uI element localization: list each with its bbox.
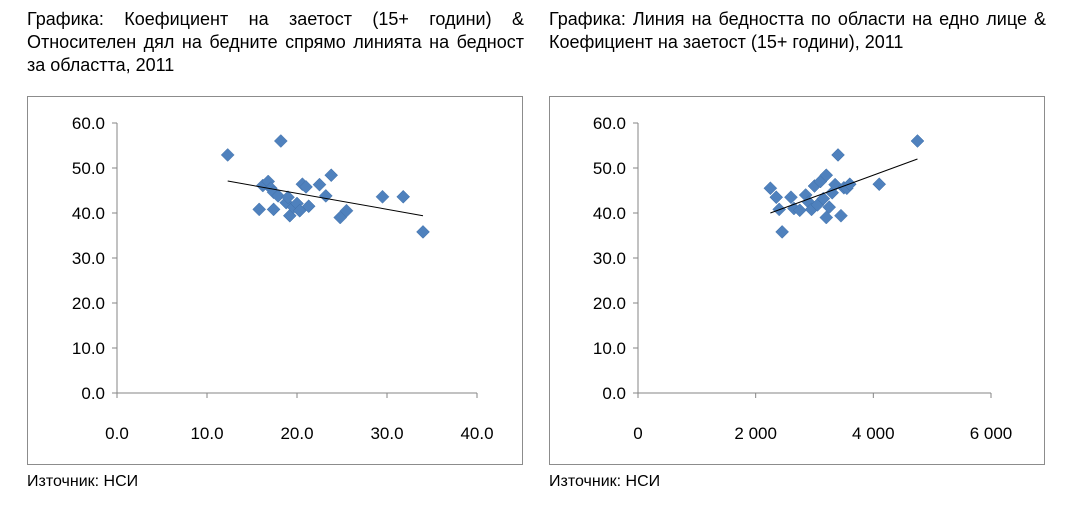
- chart-2-y-tick-label: 40.0: [593, 204, 626, 223]
- chart-1-plot: 0.0 10.0 20.0 30.0 40.0 50.0 60.0 0.0 10.0 20.0 30…: [72, 114, 494, 443]
- chart-2-data-point: [763, 181, 778, 196]
- chart-1-title: Графика: Коефициент на заетост (15+ годи…: [27, 9, 524, 75]
- chart-1-data-point: [416, 225, 430, 239]
- chart-1-data-point: [271, 189, 285, 203]
- chart-1-y-tick-label: 10.0: [72, 339, 105, 358]
- chart-1-x-tick-label: 10.0: [190, 424, 223, 443]
- chart-2-x-tick-label: 0: [633, 424, 642, 443]
- chart-2-data-point: [769, 190, 784, 205]
- chart-2-data-point: [819, 210, 834, 225]
- chart-2-source: Източник: НСИ: [549, 473, 661, 490]
- chart-2-y-tick-label: 60.0: [593, 114, 626, 133]
- chart-2-data-point: [831, 148, 845, 162]
- chart-1-frame: 0.0 10.0 20.0 30.0 40.0 50.0 60.0 0.0 10.0 20.0 30…: [27, 96, 523, 465]
- chart-1-y-tick-label: 30.0: [72, 249, 105, 268]
- chart-1-x-tick-label: 30.0: [370, 424, 403, 443]
- chart-1-data-point: [266, 202, 281, 217]
- chart-1-y-tick-label: 60.0: [72, 114, 105, 133]
- chart-2-plot: 0.0 10.0 20.0 30.0 40.0 50.0 60.0 0 2 000 4 000 6 …: [593, 114, 1013, 443]
- chart-1-x-tick-label: 20.0: [280, 424, 313, 443]
- chart-1-data-point: [220, 148, 235, 162]
- chart-1-y-tick-label: 50.0: [72, 159, 105, 178]
- chart-2-x-tick-label: 2 000: [734, 424, 777, 443]
- chart-2-y-tick-label: 10.0: [593, 339, 626, 358]
- chart-1-y-tick-label: 40.0: [72, 204, 105, 223]
- chart-1-data-point: [312, 177, 327, 192]
- chart-1-data-point: [396, 189, 411, 204]
- chart-1-data-point: [324, 168, 339, 183]
- chart-2-data-point: [784, 190, 798, 205]
- chart-1-data-point: [318, 189, 333, 203]
- chart-2-data-point: [819, 168, 834, 183]
- chart-1-trendline: [227, 180, 424, 217]
- chart-2-data-point: [872, 177, 887, 192]
- chart-2-data-point: [910, 134, 925, 148]
- chart-2-x-tick-label: 4 000: [852, 424, 895, 443]
- chart-2-data-point: [816, 191, 831, 206]
- chart-2-data-point: [792, 203, 807, 218]
- chart-1-data-point: [301, 199, 316, 214]
- chart-1-data-point: [252, 202, 267, 217]
- chart-1-data-point: [339, 203, 354, 218]
- chart-2-title: Графика: Линия на бедността по области н…: [549, 9, 1046, 52]
- chart-2-x-tick-label: 6 000: [970, 424, 1013, 443]
- chart-1-data-point: [292, 203, 307, 218]
- chart-1-data-point: [375, 189, 390, 204]
- chart-2-data-point: [834, 208, 848, 223]
- chart-2-frame: 0.0 10.0 20.0 30.0 40.0 50.0 60.0 0 2 000 4 000 6 …: [549, 96, 1045, 465]
- chart-2-data-point: [822, 200, 837, 215]
- chart-1-data-point: [273, 134, 288, 148]
- chart-2-y-tick-label: 20.0: [593, 294, 626, 313]
- chart-2-y-tick-label: 0.0: [602, 384, 626, 403]
- chart-2-y-tick-label: 30.0: [593, 249, 626, 268]
- chart-1-x-tick-label: 40.0: [460, 424, 493, 443]
- chart-2-y-tick-label: 50.0: [593, 159, 626, 178]
- chart-2-data-point: [775, 225, 789, 239]
- chart-1-y-tick-label: 0.0: [81, 384, 105, 403]
- chart-1-data-point: [299, 180, 313, 194]
- chart-1-x-tick-label: 0.0: [105, 424, 129, 443]
- chart-1-y-tick-label: 20.0: [72, 294, 105, 313]
- chart-1-data-point: [281, 190, 295, 205]
- chart-1-source: Източник: НСИ: [27, 473, 139, 490]
- chart-2-trendline: [770, 158, 918, 214]
